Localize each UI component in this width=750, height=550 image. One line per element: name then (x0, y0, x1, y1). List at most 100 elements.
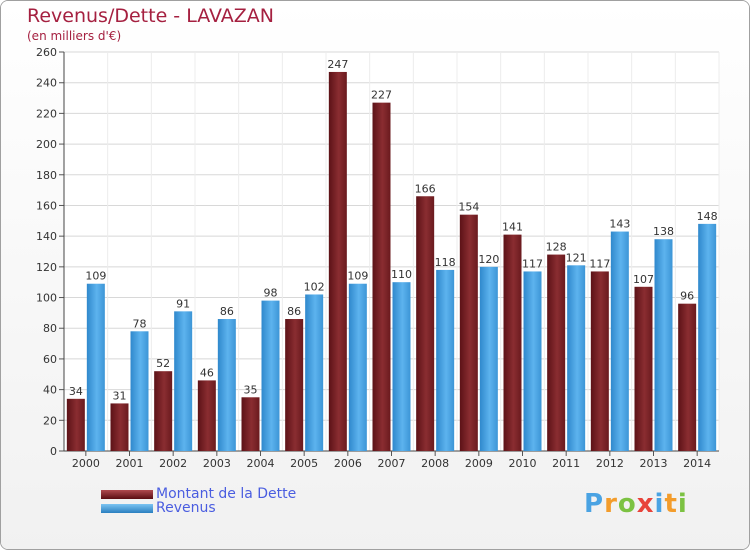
legend-swatch-dette (101, 490, 153, 499)
bar-dette (110, 403, 129, 451)
bar-dette (197, 380, 216, 451)
bar-dette (634, 286, 653, 451)
plot-area (64, 52, 719, 451)
y-tick-label: 120 (36, 261, 57, 274)
data-label-dette: 31 (113, 389, 127, 402)
bar-dette (547, 254, 566, 451)
x-tick-label: 2014 (683, 457, 711, 470)
data-label-dette: 247 (327, 58, 348, 71)
logo-letter: x (636, 489, 655, 519)
y-tick-label: 60 (43, 353, 57, 366)
bar-revenus (698, 223, 717, 451)
logo-letter: t (664, 489, 678, 519)
bar-dette (372, 102, 391, 452)
y-tick-label: 20 (43, 414, 57, 427)
x-tick-label: 2007 (378, 457, 406, 470)
data-label-dette: 35 (244, 383, 258, 396)
data-label-revenus: 109 (347, 270, 368, 283)
legend-item-revenus: Revenus (101, 500, 401, 517)
data-label-dette: 107 (633, 273, 654, 286)
bar-dette (590, 271, 609, 451)
x-tick-label: 2013 (640, 457, 668, 470)
bar-revenus (217, 319, 236, 451)
x-tick-label: 2000 (72, 457, 100, 470)
bar-revenus (348, 283, 367, 451)
bar-dette (285, 319, 304, 451)
bar-revenus (436, 269, 455, 451)
data-label-dette: 128 (546, 241, 567, 254)
x-tick-label: 2006 (334, 457, 362, 470)
bar-dette (459, 214, 478, 451)
logo-letter: o (617, 489, 637, 519)
x-tick-label: 2001 (116, 457, 144, 470)
legend-item-dette: Montant de la Dette (101, 486, 401, 503)
data-label-dette: 166 (415, 182, 436, 195)
x-tick-label: 2002 (159, 457, 187, 470)
y-tick-label: 140 (36, 230, 57, 243)
data-label-revenus: 91 (176, 297, 190, 310)
y-tick-label: 220 (36, 107, 57, 120)
proxiti-logo: Proxiti (584, 489, 688, 519)
y-tick-label: 240 (36, 77, 57, 90)
y-tick-label: 160 (36, 199, 57, 212)
y-tick-label: 200 (36, 138, 57, 151)
y-tick-label: 180 (36, 169, 57, 182)
data-label-revenus: 102 (304, 280, 325, 293)
x-tick-label: 2009 (465, 457, 493, 470)
y-tick-label: 0 (50, 445, 57, 458)
bar-dette (503, 234, 522, 451)
y-tick-label: 40 (43, 384, 57, 397)
bar-revenus (130, 331, 149, 451)
data-label-revenus: 148 (697, 210, 718, 223)
data-label-revenus: 120 (478, 253, 499, 266)
data-label-revenus: 109 (85, 270, 106, 283)
data-label-dette: 154 (458, 201, 479, 214)
x-tick-label: 2008 (421, 457, 449, 470)
legend-swatch-revenus (101, 504, 153, 513)
data-label-dette: 141 (502, 221, 523, 234)
bar-revenus (523, 271, 542, 451)
chart-title: Revenus/Dette - LAVAZAN (27, 5, 275, 27)
data-label-dette: 227 (371, 89, 392, 102)
bar-revenus (261, 300, 280, 451)
data-label-dette: 86 (287, 305, 301, 318)
x-tick-label: 2012 (596, 457, 624, 470)
bar-revenus (86, 283, 105, 451)
data-label-dette: 52 (156, 357, 170, 370)
bar-revenus (174, 311, 193, 451)
logo-letter: i (677, 489, 688, 519)
legend-label-dette: Montant de la Dette (156, 486, 297, 502)
bar-revenus (479, 266, 498, 451)
data-label-revenus: 86 (220, 305, 234, 318)
bar-revenus (567, 265, 586, 451)
bar-revenus (610, 231, 629, 451)
bar-revenus (654, 239, 673, 451)
data-label-revenus: 138 (653, 225, 674, 238)
data-label-revenus: 143 (609, 218, 630, 231)
data-label-revenus: 117 (522, 257, 543, 270)
bar-dette (328, 71, 347, 451)
chart-subtitle: (en milliers d'€) (27, 29, 122, 43)
logo-letter: P (584, 489, 605, 519)
data-label-dette: 46 (200, 366, 214, 379)
bar-revenus (305, 294, 324, 451)
bar-revenus (392, 282, 411, 451)
data-label-revenus: 78 (133, 317, 147, 330)
data-label-revenus: 110 (391, 268, 412, 281)
data-label-dette: 117 (589, 257, 610, 270)
bar-dette (241, 397, 260, 451)
y-tick-label: 80 (43, 322, 57, 335)
logo-letter: r (604, 489, 618, 519)
bar-dette (66, 398, 85, 451)
bar-dette (154, 371, 173, 451)
data-label-revenus: 121 (566, 251, 587, 264)
x-tick-label: 2003 (203, 457, 231, 470)
y-tick-label: 260 (36, 46, 57, 59)
logo-letter: i (654, 489, 665, 519)
data-label-revenus: 98 (264, 287, 278, 300)
x-tick-label: 2011 (552, 457, 580, 470)
x-tick-label: 2004 (247, 457, 275, 470)
bar-dette (416, 196, 435, 451)
data-label-dette: 34 (69, 385, 83, 398)
